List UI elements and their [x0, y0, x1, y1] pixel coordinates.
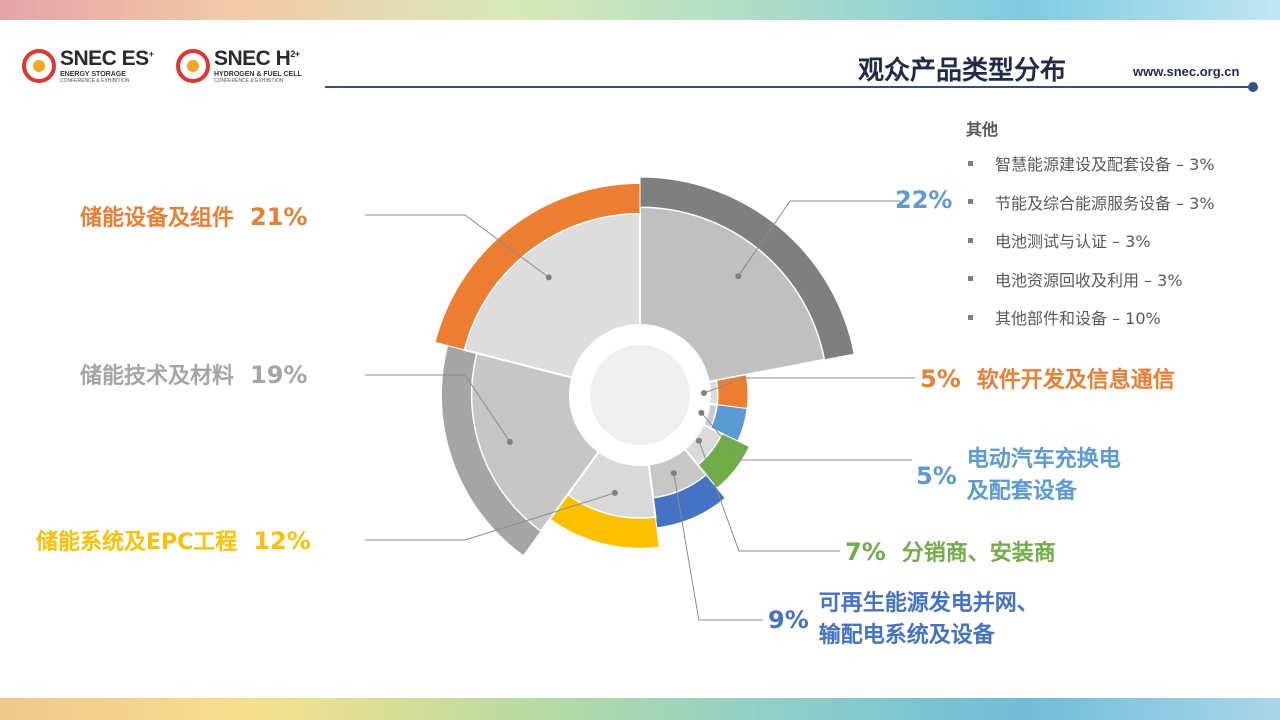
slice-label: 9% 可再生能源发电并网、 输配电系统及设备	[768, 588, 1039, 652]
website-url: www.snec.org.cn	[1133, 64, 1240, 79]
slice-category-label: 软件开发及信息通信	[976, 368, 1175, 393]
slice-value-label: 5%	[916, 462, 957, 490]
slice-value-label: 19%	[250, 361, 308, 389]
leader-dot	[695, 437, 702, 444]
leader-line	[673, 473, 763, 621]
other-item-label: 智慧能源建设及配套设备 – 3%	[995, 155, 1215, 175]
logo-h2-sub2: CONFERENCE & EXHIBITION	[214, 78, 284, 84]
logo-es-sub: ENERGY STORAGE	[60, 71, 126, 78]
slice-value-label: 22%	[895, 186, 953, 214]
slice-category-line: 及配套设备	[966, 479, 1077, 504]
leader-dot	[700, 389, 707, 396]
slice-category-label: 储能设备及组件	[80, 206, 235, 231]
slice-value-label: 5%	[920, 365, 961, 393]
other-breakdown-title: 其他	[966, 120, 999, 139]
leader-line	[703, 377, 915, 394]
bottom-decorative-strip	[0, 698, 1280, 720]
slice-category-label: 储能技术及材料	[80, 364, 235, 389]
slice-label: 储能设备及组件 21%	[80, 200, 307, 232]
bullet-icon	[968, 199, 973, 205]
list-item: 电池测试与认证 – 3%	[966, 221, 1215, 260]
leader-line	[365, 214, 550, 278]
slice-category-line: 电动汽车充换电	[966, 447, 1121, 472]
logo-es-sub2: CONFERENCE & EXHIBITION	[60, 78, 130, 84]
page-title: 观众产品类型分布	[858, 56, 1067, 86]
header-rule-dot	[1248, 82, 1258, 92]
slice-category-label: 可再生能源发电并网、 输配电系统及设备	[819, 588, 1039, 652]
leader-dot	[611, 489, 618, 496]
slice-label: 储能技术及材料 19%	[80, 358, 307, 390]
snec-es-logo-mark	[22, 49, 56, 83]
slice-label: 5% 电动汽车充换电 及配套设备	[916, 444, 1121, 508]
slice-value-label: 9%	[768, 606, 809, 634]
leader-dot	[670, 470, 677, 477]
leader-dot	[545, 274, 552, 281]
leader-line	[701, 412, 912, 461]
bullet-icon	[968, 276, 973, 282]
logo-es-main: SNEC ES	[60, 47, 149, 70]
leader-dot	[735, 273, 742, 280]
slice-label: 7% 分销商、安装商	[845, 535, 1056, 567]
logo-h2-sup: 2+	[290, 49, 300, 59]
other-item-label: 其他部件和设备 – 10%	[995, 309, 1161, 329]
logo-es-sup: +	[148, 49, 154, 59]
logo-h2-main: SNEC H	[214, 47, 291, 70]
slice-category-label: 电动汽车充换电 及配套设备	[967, 444, 1121, 508]
slice-category-label: 储能系统及EPC工程	[36, 530, 238, 555]
slice-category-line: 可再生能源发电并网、	[818, 591, 1039, 616]
bullet-icon	[968, 237, 973, 243]
slice-label: 储能系统及EPC工程 12%	[36, 524, 311, 556]
other-item-label: 电池测试与认证 – 3%	[995, 232, 1151, 252]
leader-line	[698, 440, 840, 552]
logo-h2-sub: HYDROGEN & FUEL CELL	[214, 71, 302, 78]
bullet-icon	[968, 314, 973, 320]
bullet-icon	[968, 160, 973, 166]
list-item: 电池资源回收及利用 – 3%	[966, 260, 1215, 299]
leader-dot	[698, 409, 705, 416]
snec-h2-logo: SNEC H2+ HYDROGEN & FUEL CELL CONFERENCE…	[176, 48, 302, 84]
slice-category-line: 输配电系统及设备	[818, 623, 995, 648]
leader-line	[365, 374, 511, 443]
other-breakdown-list: 智慧能源建设及配套设备 – 3% 节能及综合能源服务设备 – 3% 电池测试与认…	[966, 144, 1215, 337]
slice-value-label: 7%	[845, 538, 886, 566]
chart-center-hole	[590, 345, 690, 445]
slice-category-label: 分销商、安装商	[901, 541, 1056, 566]
top-decorative-strip	[0, 0, 1280, 20]
snec-h2-logo-mark	[176, 49, 210, 83]
slice-value-label: 21%	[250, 203, 308, 231]
list-item: 智慧能源建设及配套设备 – 3%	[966, 144, 1215, 183]
rose-slice	[707, 379, 719, 406]
snec-es-logo: SNEC ES+ ENERGY STORAGE CONFERENCE & EXH…	[22, 47, 154, 84]
leader-dot	[506, 438, 513, 445]
list-item: 节能及综合能源服务设备 – 3%	[966, 183, 1215, 222]
list-item: 其他部件和设备 – 10%	[966, 298, 1215, 337]
other-item-label: 电池资源回收及利用 – 3%	[995, 270, 1183, 290]
leader-line	[365, 492, 616, 541]
header-rule	[325, 86, 1255, 88]
rose-slice-ring	[434, 182, 641, 351]
slice-label: 5% 软件开发及信息通信	[920, 362, 1175, 394]
leader-line	[737, 200, 900, 277]
rose-slice-ring	[716, 374, 749, 410]
slice-value-label: 12%	[253, 527, 311, 555]
other-item-label: 节能及综合能源服务设备 – 3%	[995, 193, 1215, 213]
rose-slice-ring	[639, 176, 855, 361]
slice-label: 22%	[895, 186, 952, 214]
